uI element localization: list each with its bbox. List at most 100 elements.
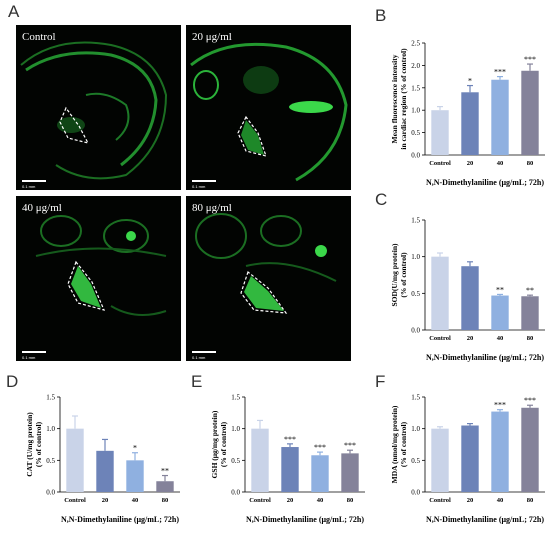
y-tick-label: 0.0 — [411, 152, 420, 160]
scale-bar — [192, 180, 216, 182]
y-tick-label: 0.0 — [46, 489, 55, 497]
y-tick-label: 1.5 — [46, 394, 55, 402]
y-tick-label: 1.0 — [411, 425, 420, 433]
x-axis-label: N,N-Dimethylaniline (μg/mL; 72h) — [426, 515, 544, 524]
bar — [521, 70, 539, 155]
scale-bar — [22, 351, 46, 353]
scale-text: 0.1 mm — [22, 355, 36, 360]
x-tick-label: 80 — [527, 160, 534, 167]
bar — [431, 428, 449, 492]
x-tick-label: 40 — [497, 497, 504, 504]
micro-label: 40 μg/ml — [22, 202, 62, 214]
panel-letter-d: D — [6, 372, 19, 391]
bar — [461, 266, 479, 330]
micro-label: 80 μg/ml — [192, 202, 232, 214]
x-tick-label: 80 — [527, 335, 534, 342]
micro-40-image — [35, 215, 167, 316]
bar — [341, 453, 359, 492]
y-tick-label: 0.0 — [411, 489, 420, 497]
micro-label: Control — [22, 31, 56, 43]
x-tick-label: 20 — [467, 335, 474, 342]
micro-20-image — [190, 42, 348, 182]
chart-b-fluorescence: 0.0 0.5 1.0 1.5 2.0 2.5 Control * 20 *** 40 *** 80 N,… — [390, 40, 545, 187]
y-tick-label: 0.0 — [411, 327, 420, 335]
y-tick-label: 1.0 — [411, 253, 420, 261]
panel-letter-b: B — [375, 6, 387, 25]
y-axis-label: (% of control) — [34, 421, 43, 467]
y-tick-label: 1.5 — [411, 217, 420, 225]
significance-label: *** — [494, 68, 506, 77]
bar — [431, 256, 449, 330]
y-axis-label: Mean fluorescence intensity — [390, 54, 399, 143]
x-tick-label: Control — [429, 497, 451, 504]
y-tick-label: 1.0 — [231, 425, 240, 433]
significance-label: ** — [526, 286, 534, 295]
bar — [126, 460, 144, 492]
bar — [431, 110, 449, 155]
x-tick-label: 20 — [467, 160, 474, 167]
y-axis-label: SOD(U/mg protein) — [390, 243, 399, 306]
panel-letter-a: A — [8, 2, 20, 21]
significance-label: *** — [314, 443, 326, 452]
y-axis-label: (% of control) — [399, 421, 408, 467]
y-tick-label: 0.5 — [411, 457, 420, 465]
x-axis-label: N,N-Dimethylaniline (μg/mL; 72h) — [426, 178, 544, 187]
significance-label: ** — [161, 467, 169, 476]
y-tick-label: 0.5 — [411, 290, 420, 298]
y-tick-label: 1.0 — [411, 107, 420, 115]
y-axis-label: (% of control) — [219, 421, 228, 467]
y-tick-label: 2.5 — [411, 40, 420, 48]
y-tick-label: 0.5 — [231, 457, 240, 465]
bar — [491, 295, 509, 330]
x-tick-label: 40 — [317, 497, 324, 504]
bar — [156, 481, 174, 492]
scale-bar — [192, 351, 216, 353]
bar — [521, 296, 539, 330]
x-axis-label: N,N-Dimethylaniline (μg/mL; 72h) — [61, 515, 179, 524]
significance-label: * — [133, 444, 137, 453]
y-axis-label: GSH (μg/mg protein) — [210, 410, 219, 478]
panel-letter-c: C — [375, 190, 388, 209]
y-tick-label: 1.5 — [231, 394, 240, 402]
x-tick-label: 20 — [467, 497, 474, 504]
micro-label: 20 μg/ml — [192, 31, 232, 43]
micro-20: 20 μg/ml 0.1 mm — [186, 25, 351, 190]
bar — [281, 447, 299, 492]
x-tick-label: Control — [429, 335, 451, 342]
x-tick-label: 80 — [527, 497, 534, 504]
significance-label: ** — [496, 285, 504, 294]
bar — [491, 411, 509, 492]
y-tick-label: 0.5 — [46, 457, 55, 465]
bar — [96, 450, 114, 492]
significance-label: *** — [494, 401, 506, 410]
y-tick-label: 1.5 — [411, 394, 420, 402]
x-tick-label: 80 — [347, 497, 354, 504]
x-tick-label: 40 — [497, 335, 504, 342]
x-tick-label: 80 — [162, 497, 169, 504]
panel-letter-e: E — [191, 372, 203, 391]
bar — [521, 407, 539, 492]
scale-text: 0.1 mm — [192, 184, 206, 189]
panel-letter-f: F — [375, 372, 386, 391]
y-axis-label: CAT (U/mg protein) — [25, 412, 34, 477]
chart-e-gsh: 0.0 0.5 1.0 1.5 Control *** 20 *** 40 *** 80 N,N-Di… — [210, 394, 365, 524]
x-tick-label: Control — [64, 497, 86, 504]
x-tick-label: 40 — [497, 160, 504, 167]
significance-label: *** — [344, 441, 356, 450]
y-tick-label: 0.5 — [411, 129, 420, 137]
scale-text: 0.1 mm — [192, 355, 206, 360]
chart-c-sod: 0.0 0.5 1.0 1.5 Control 20 ** 40 ** 80 N,N-Dimethy… — [390, 217, 545, 362]
chart-f-mda: 0.0 0.5 1.0 1.5 Control 20 *** 40 *** 80 N,N-Dimet… — [390, 394, 545, 524]
x-tick-label: 40 — [132, 497, 139, 504]
scale-bar — [22, 180, 46, 182]
bar — [251, 428, 269, 492]
y-tick-label: 2.0 — [411, 62, 420, 70]
x-tick-label: Control — [429, 160, 451, 167]
y-tick-label: 1.5 — [411, 84, 420, 92]
bar — [311, 455, 329, 492]
y-axis-label: (% of control) — [399, 252, 408, 298]
y-tick-label: 1.0 — [46, 425, 55, 433]
y-tick-label: 0.0 — [231, 489, 240, 497]
micro-40: 40 μg/ml 0.1 mm — [16, 196, 181, 361]
bar — [461, 425, 479, 492]
